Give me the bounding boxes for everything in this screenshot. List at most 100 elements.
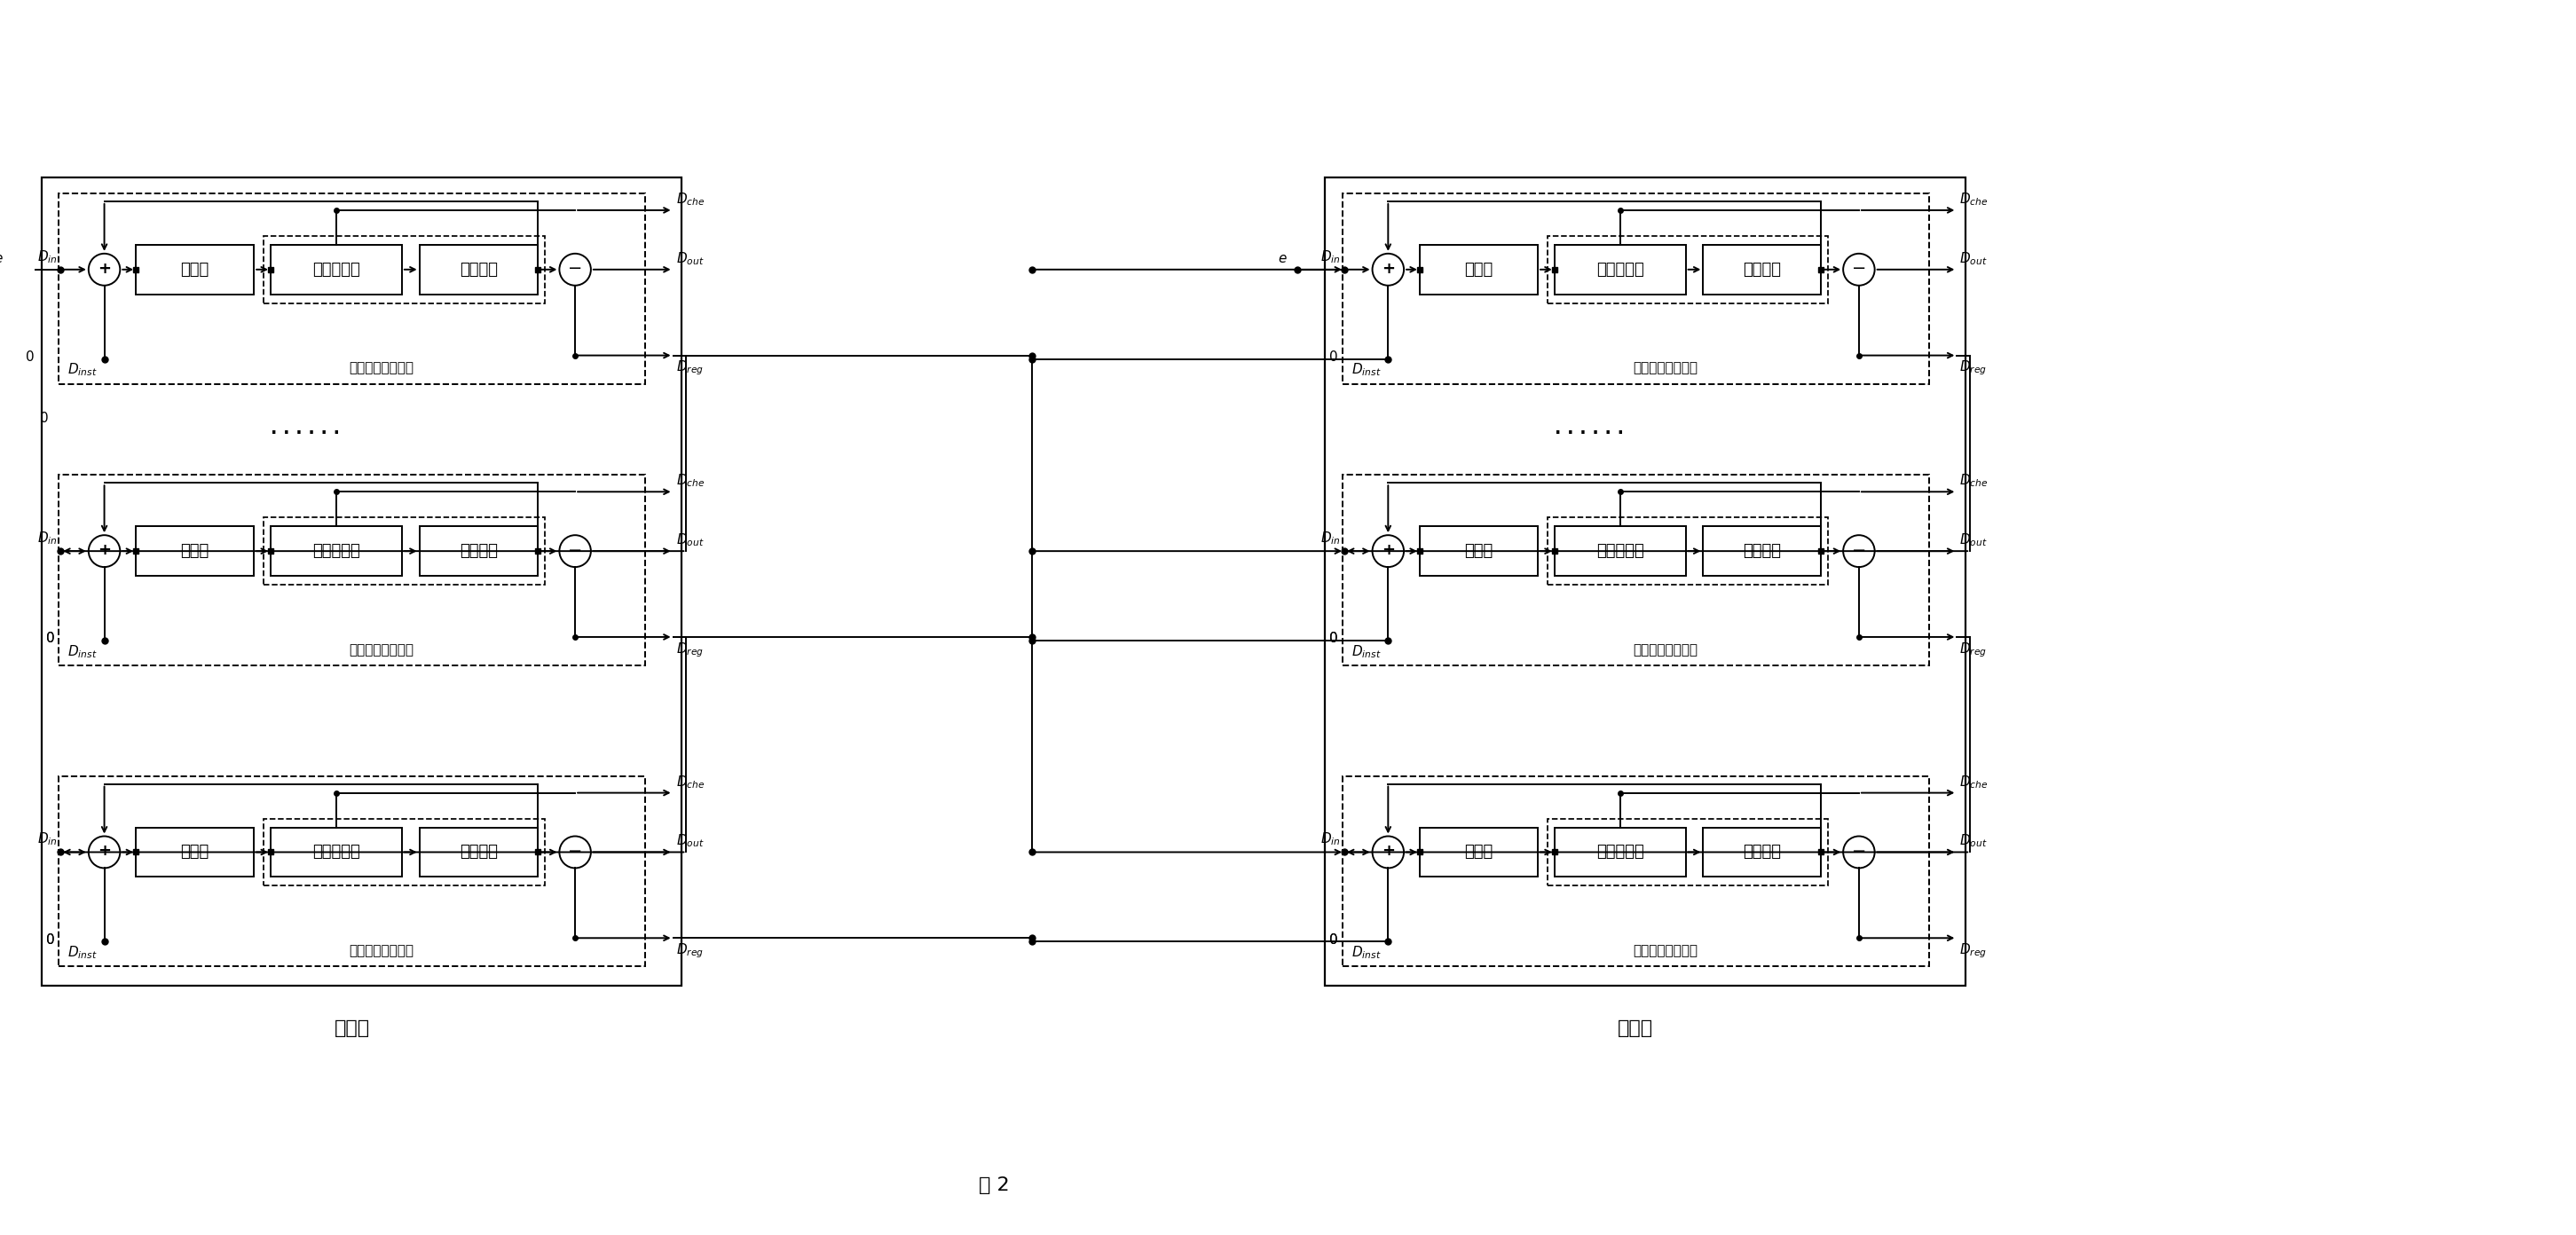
Text: 有效径检测: 有效径检测 (312, 543, 361, 559)
Text: $D_{out}$: $D_{out}$ (675, 251, 703, 267)
Text: 相关器: 相关器 (1463, 543, 1494, 559)
Text: $D_{che}$: $D_{che}$ (675, 473, 706, 489)
Text: −: − (567, 261, 582, 277)
Bar (1553, 827, 1685, 877)
Text: $D_{in}$: $D_{in}$ (36, 831, 57, 847)
Text: $D_{che}$: $D_{che}$ (675, 773, 706, 790)
Text: 0: 0 (46, 632, 54, 646)
Text: . . . . . .: . . . . . . (270, 421, 340, 437)
Text: $D_{inst}$: $D_{inst}$ (1352, 945, 1381, 961)
Text: $D_{in}$: $D_{in}$ (36, 248, 57, 266)
Bar (1548, 236, 1829, 303)
Bar (41, 178, 683, 986)
Text: 0: 0 (46, 934, 54, 946)
Text: 相关器: 相关器 (1463, 262, 1494, 278)
Text: −: − (567, 842, 582, 860)
Bar (59, 475, 644, 666)
Text: $D_{reg}$: $D_{reg}$ (1960, 359, 1986, 377)
Text: 基本干扰消除单元: 基本干扰消除单元 (348, 945, 415, 957)
Text: 基本干扰消除单元: 基本干扰消除单元 (348, 643, 415, 657)
Bar (1703, 245, 1821, 294)
Text: 基本干扰消除单元: 基本干扰消除单元 (348, 362, 415, 375)
Text: 有效径检测: 有效径检测 (1597, 845, 1643, 860)
Text: 相关器: 相关器 (180, 543, 209, 559)
Text: 0: 0 (1329, 934, 1337, 946)
Text: 基本干扰消除单元: 基本干扰消除单元 (1633, 362, 1698, 375)
Text: 有效径检测: 有效径检测 (312, 262, 361, 278)
Bar (263, 517, 544, 584)
Text: −: − (1852, 542, 1865, 558)
Bar (1419, 526, 1538, 576)
Text: $D_{out}$: $D_{out}$ (1960, 832, 1989, 850)
Text: +: + (1381, 261, 1394, 277)
Bar (1703, 526, 1821, 576)
Text: 0: 0 (1329, 351, 1337, 364)
Text: $D_{che}$: $D_{che}$ (1960, 191, 1989, 207)
Text: $D_{reg}$: $D_{reg}$ (675, 941, 703, 960)
Text: $D_{out}$: $D_{out}$ (675, 532, 703, 548)
Bar (1342, 475, 1929, 666)
Text: 信号重构: 信号重构 (459, 262, 497, 278)
Text: 0: 0 (1329, 934, 1337, 946)
Text: $D_{in}$: $D_{in}$ (1321, 530, 1342, 547)
Text: +: + (98, 844, 111, 860)
Bar (263, 819, 544, 885)
Text: 信号重构: 信号重构 (459, 845, 497, 860)
Text: 0: 0 (39, 412, 49, 425)
Bar (270, 245, 402, 294)
Text: e: e (1278, 252, 1285, 266)
Bar (263, 236, 544, 303)
Text: $D_{reg}$: $D_{reg}$ (675, 641, 703, 658)
Text: 信号重构: 信号重构 (459, 543, 497, 559)
Text: $D_{inst}$: $D_{inst}$ (67, 643, 98, 659)
Bar (1324, 178, 1965, 986)
Bar (1342, 776, 1929, 966)
Text: 信号重构: 信号重构 (1744, 262, 1780, 278)
Bar (1553, 526, 1685, 576)
Text: $D_{reg}$: $D_{reg}$ (1960, 941, 1986, 960)
Text: $D_{in}$: $D_{in}$ (36, 530, 57, 547)
Text: 0: 0 (26, 351, 33, 364)
Bar (137, 526, 255, 576)
Text: 基本干扰消除单元: 基本干扰消除单元 (1633, 643, 1698, 657)
Text: 信号重构: 信号重构 (1744, 543, 1780, 559)
Text: −: − (1852, 261, 1865, 277)
Text: 相关器: 相关器 (1463, 845, 1494, 860)
Bar (420, 827, 538, 877)
Text: $D_{out}$: $D_{out}$ (1960, 532, 1989, 548)
Text: $D_{reg}$: $D_{reg}$ (675, 359, 703, 377)
Bar (270, 526, 402, 576)
Bar (1703, 827, 1821, 877)
Text: +: + (98, 542, 111, 558)
Text: 第二级: 第二级 (1618, 1019, 1654, 1037)
Text: 0: 0 (46, 632, 54, 646)
Text: +: + (98, 261, 111, 277)
Text: 有效径检测: 有效径检测 (1597, 543, 1643, 559)
Text: $D_{reg}$: $D_{reg}$ (1960, 641, 1986, 658)
Text: −: − (567, 542, 582, 558)
Text: $D_{inst}$: $D_{inst}$ (1352, 643, 1381, 659)
Bar (420, 245, 538, 294)
Text: 图 2: 图 2 (979, 1176, 1010, 1194)
Text: 相关器: 相关器 (180, 845, 209, 860)
Text: −: − (1852, 842, 1865, 860)
Bar (1419, 827, 1538, 877)
Text: e: e (0, 252, 3, 266)
Text: $D_{out}$: $D_{out}$ (675, 832, 703, 850)
Bar (137, 245, 255, 294)
Text: 基本干扰消除单元: 基本干扰消除单元 (1633, 945, 1698, 957)
Text: . . . . . .: . . . . . . (1553, 421, 1623, 437)
Bar (1548, 819, 1829, 885)
Bar (1342, 194, 1929, 384)
Bar (270, 827, 402, 877)
Text: 有效径检测: 有效径检测 (1597, 262, 1643, 278)
Text: 0: 0 (46, 934, 54, 946)
Text: +: + (1381, 542, 1394, 558)
Bar (1548, 517, 1829, 584)
Text: $D_{in}$: $D_{in}$ (1321, 831, 1342, 847)
Text: $D_{out}$: $D_{out}$ (1960, 251, 1989, 267)
Text: $D_{che}$: $D_{che}$ (1960, 473, 1989, 489)
Bar (59, 776, 644, 966)
Text: $D_{inst}$: $D_{inst}$ (67, 945, 98, 961)
Text: $D_{che}$: $D_{che}$ (1960, 773, 1989, 790)
